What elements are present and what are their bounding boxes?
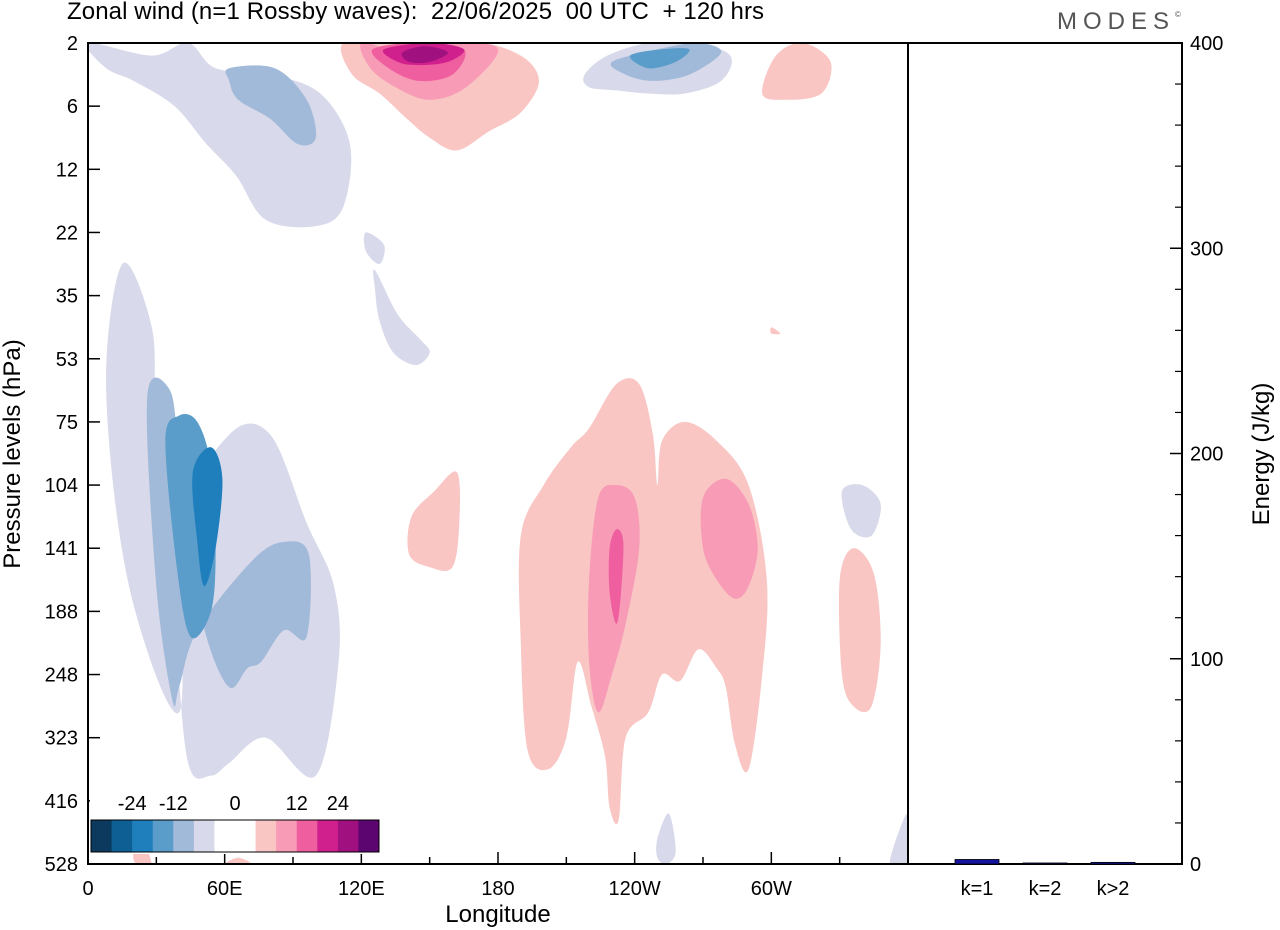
colorbar-swatch-10 (296, 820, 318, 852)
colorbar-swatch-11 (317, 820, 339, 852)
contour-region-3 (192, 447, 223, 587)
y-tick-label-6: 75 (56, 412, 78, 434)
x-axis-title: Longitude (445, 901, 550, 928)
y-tick-label-0: 2 (67, 33, 78, 55)
modes-logo: MODES© (1057, 8, 1181, 36)
contour-region-26 (889, 814, 908, 864)
contour-region-28 (224, 857, 252, 864)
energy-bar-1 (1022, 862, 1068, 865)
colorbar-swatch-3 (152, 820, 174, 852)
contour-region-14 (762, 43, 832, 100)
longitude-axis: 0 60E 120E 180 120W 60W (82, 852, 841, 900)
x-tick-label-2: 120E (338, 878, 385, 900)
colorbar-swatch-0 (91, 820, 112, 852)
contour-region-10 (401, 46, 448, 64)
pressure-axis: 2 6 12 22 35 53 75 104 141 188 248 323 416 528 (45, 33, 100, 876)
contour-region-16 (373, 269, 430, 366)
x-tick-label-5: 60W (751, 878, 792, 900)
energy-axis: 0 100 200 300 400 (1170, 33, 1223, 876)
energy-panel-frame (907, 42, 1183, 865)
energy-tick-label-1: 100 (1190, 649, 1223, 671)
contour-region-0 (106, 262, 340, 779)
x-tick-label-3: 180 (481, 878, 514, 900)
colorbar-swatch-4 (173, 820, 195, 852)
logo-text: MODES (1057, 8, 1176, 35)
colorbar-swatch-7 (235, 820, 256, 852)
y-tick-label-7: 104 (45, 475, 78, 497)
x-tick-label-0: 0 (82, 878, 93, 900)
y-tick-label-4: 35 (56, 286, 78, 308)
energy-bar-2 (1090, 861, 1136, 865)
energy-bar-label-1: k=2 (1029, 878, 1062, 900)
colorbar-legend: -24 -12 0 12 24 (90, 788, 380, 854)
colorbar-label-4: 24 (327, 793, 349, 815)
y-tick-label-9: 188 (45, 601, 78, 623)
x-tick-label-1: 60E (207, 878, 243, 900)
logo-mark: © (1175, 10, 1181, 19)
y-tick-label-12: 416 (45, 791, 78, 813)
colorbar-swatch-9 (276, 820, 298, 852)
energy-bar-label-0: k=1 (961, 878, 994, 900)
y-tick-label-11: 323 (45, 728, 78, 750)
colorbar-label-2: 0 (229, 793, 240, 815)
contour-region-17 (770, 327, 781, 335)
y-tick-label-5: 53 (56, 349, 78, 371)
energy-bars: k=1 k=2 k>2 (954, 859, 1136, 900)
y-tick-label-8: 141 (45, 538, 78, 560)
contour-region-18 (407, 471, 461, 571)
colorbar-swatch-2 (132, 820, 154, 852)
contour-region-13 (629, 48, 690, 69)
contour-region-5 (225, 65, 317, 146)
colorbar-swatch-8 (255, 820, 277, 852)
colorbar-label-1: -12 (159, 793, 188, 815)
contour-region-25 (656, 813, 676, 864)
contour-region-21 (700, 478, 758, 599)
energy-tick-label-3: 300 (1190, 238, 1223, 260)
colorbar-swatch-6 (214, 820, 236, 852)
energy-bar-0 (954, 859, 1000, 865)
contour-region-15 (363, 232, 385, 265)
colorbar-swatch-13 (358, 820, 380, 852)
energy-tick-label-2: 200 (1190, 444, 1223, 466)
y-axis-title: Pressure levels (hPa) (0, 339, 26, 568)
contour-layer (88, 43, 908, 864)
energy-bar-label-2: k>2 (1097, 878, 1130, 900)
colorbar-label-0: -24 (118, 793, 147, 815)
contour-region-24 (841, 484, 881, 538)
energy-axis-title: Energy (J/kg) (1248, 383, 1275, 526)
colorbar-swatch-12 (337, 820, 359, 852)
contour-region-19 (518, 378, 768, 825)
chart-title: Zonal wind (n=1 Rossby waves): 22/06/202… (67, 0, 765, 25)
contour-region-22 (608, 529, 624, 624)
colorbar-label-3: 12 (286, 793, 308, 815)
y-tick-label-2: 12 (56, 159, 78, 181)
y-tick-label-3: 22 (56, 222, 78, 244)
colorbar-outline (90, 819, 380, 853)
y-tick-label-13: 528 (45, 854, 78, 876)
energy-tick-label-0: 0 (1190, 854, 1201, 876)
y-tick-label-10: 248 (45, 665, 78, 687)
energy-tick-label-4: 400 (1190, 33, 1223, 55)
contour-region-23 (838, 548, 881, 713)
y-tick-label-1: 6 (67, 96, 78, 118)
x-tick-label-4: 120W (609, 878, 661, 900)
colorbar-swatch-5 (193, 820, 215, 852)
colorbar-swatch-1 (111, 820, 133, 852)
